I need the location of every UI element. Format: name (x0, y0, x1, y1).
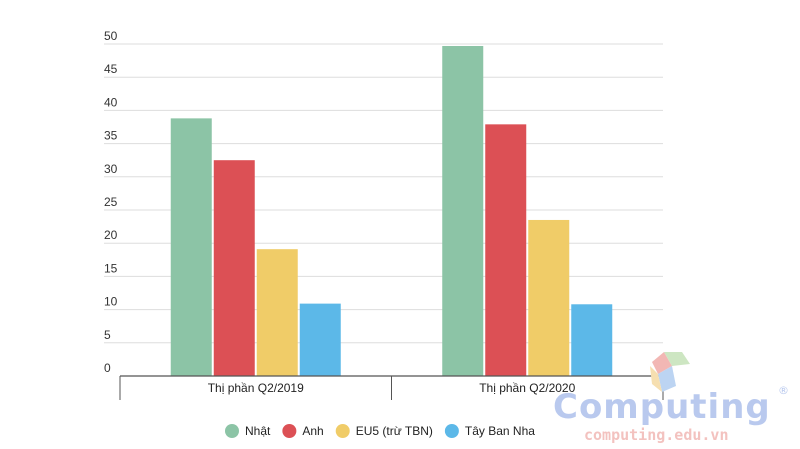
bar-nhật-1 (170, 118, 212, 377)
y-axis-ticks: 0 5 10 15 20 25 30 35 40 45 50 (104, 29, 118, 375)
bar-nhật-2 (442, 45, 484, 376)
bar-anh-1 (213, 160, 255, 376)
legend-swatch (282, 424, 297, 438)
y-tick-label: 25 (104, 195, 118, 209)
bar-tây-ban-nha-2 (571, 304, 613, 376)
y-tick-label: 15 (104, 261, 118, 275)
y-tick-label: 40 (104, 95, 118, 109)
bar-anh-2 (485, 124, 527, 377)
bar-tây-ban-nha-1 (299, 303, 341, 376)
bar-eu5-trừ-tbn--1 (256, 249, 298, 376)
y-tick-label: 30 (104, 162, 118, 176)
legend-swatch (225, 424, 239, 438)
legend-label: Nhật (245, 424, 271, 438)
legend-label: Tây Ban Nha (465, 424, 535, 438)
y-tick-label: 0 (104, 361, 111, 375)
watermark-brand: Computing (553, 387, 771, 427)
y-tick-label: 5 (104, 328, 111, 342)
watermark-url: computing.edu.vn (584, 426, 729, 444)
legend: Nhật Anh EU5 (trừ TBN) Tây Ban Nha (225, 424, 535, 438)
x-category-label: Thị phần Q2/2019 (208, 381, 304, 395)
x-category-label: Thị phần Q2/2020 (479, 381, 575, 395)
bar-eu5-trừ-tbn--2 (528, 219, 570, 376)
watermark: Computing ® computing.edu.vn (553, 352, 789, 444)
y-tick-label: 45 (104, 62, 118, 76)
y-tick-label: 50 (104, 29, 118, 43)
y-tick-label: 10 (104, 295, 118, 309)
watermark-registered: ® (778, 384, 789, 397)
legend-swatch (444, 424, 459, 438)
legend-label: EU5 (trừ TBN) (356, 424, 433, 438)
bars (170, 45, 613, 377)
legend-label: Anh (302, 424, 323, 438)
computing-logo-icon (650, 352, 690, 392)
y-tick-label: 35 (104, 129, 118, 143)
y-tick-label: 20 (104, 228, 118, 242)
legend-swatch (335, 424, 350, 438)
x-axis: Thị phần Q2/2019 Thị phần Q2/2020 (119, 375, 664, 400)
